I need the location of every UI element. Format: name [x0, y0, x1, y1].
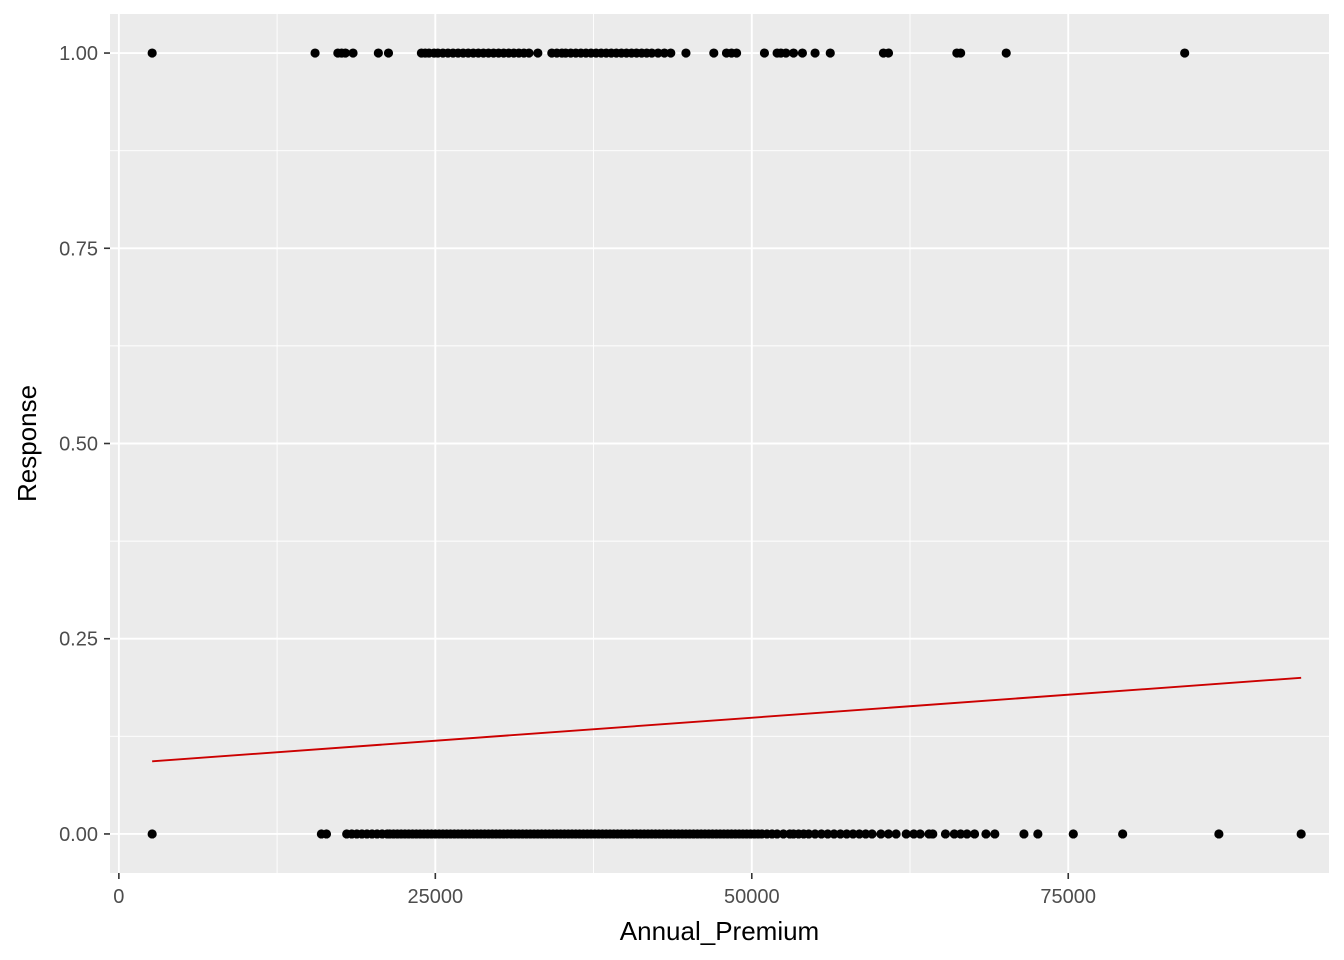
data-point [653, 48, 663, 58]
data-point [909, 829, 919, 839]
data-point [883, 48, 894, 58]
data-point [835, 829, 845, 839]
y-axis: 0.00 0.25 0.50 0.75 1.00 [59, 43, 110, 846]
data-point [1214, 829, 1224, 839]
data-point [797, 48, 808, 58]
data-point [659, 48, 670, 58]
data-point [524, 48, 534, 58]
data-point [731, 48, 742, 58]
data-point [901, 829, 911, 839]
data-point [340, 48, 351, 58]
data-point [876, 829, 886, 839]
data-point [147, 829, 157, 839]
data-point [533, 48, 543, 58]
data-point [147, 48, 157, 58]
data-point [310, 48, 320, 58]
data-point [1296, 829, 1306, 839]
y-tick-label: 0.00 [59, 824, 98, 846]
data-point [1019, 829, 1029, 839]
data-point [848, 829, 858, 839]
data-point [949, 829, 959, 839]
data-point [956, 48, 966, 58]
data-point [1001, 48, 1011, 58]
data-point [823, 829, 833, 839]
data-point [1118, 829, 1128, 839]
data-point [666, 48, 676, 58]
y-tick-label: 0.75 [59, 238, 98, 260]
data-point [816, 829, 826, 839]
data-point [981, 829, 991, 839]
data-point [962, 829, 972, 839]
y-axis-title: Response [12, 385, 42, 502]
data-point [778, 829, 789, 839]
data-point [825, 48, 835, 58]
data-point [383, 48, 394, 58]
x-tick-label: 0 [113, 886, 124, 908]
data-point [709, 48, 719, 58]
data-point [373, 48, 383, 58]
data-point [915, 829, 925, 839]
data-point [829, 829, 839, 839]
data-point [810, 829, 820, 839]
data-point [348, 48, 358, 58]
data-point [883, 829, 894, 839]
data-point [759, 48, 770, 58]
data-point [647, 48, 657, 58]
points-layer [147, 48, 1306, 839]
data-point [842, 829, 852, 839]
data-point [867, 829, 877, 839]
data-point [781, 48, 791, 58]
data-point [891, 829, 901, 839]
data-point [854, 829, 864, 839]
data-point [969, 829, 980, 839]
data-point [1180, 48, 1190, 58]
x-tick-label: 50000 [724, 886, 780, 908]
data-point [681, 48, 691, 58]
data-point [861, 829, 871, 839]
data-point [928, 829, 938, 839]
data-point [788, 48, 799, 58]
data-point [956, 829, 966, 839]
data-point [990, 829, 1000, 839]
y-tick-label: 0.50 [59, 434, 98, 456]
data-point [810, 48, 820, 58]
data-point [1068, 829, 1078, 839]
fit-line [152, 676, 1302, 763]
x-tick-label: 75000 [1040, 886, 1096, 908]
data-point [804, 829, 814, 839]
y-tick-label: 0.25 [59, 629, 98, 651]
x-axis-title: Annual_Premium [620, 916, 819, 946]
fit-line-layer [152, 676, 1302, 763]
data-point [940, 829, 951, 839]
x-axis: 0 25000 50000 75000 [113, 873, 1096, 908]
x-tick-label: 25000 [408, 886, 464, 908]
data-point [772, 829, 782, 839]
data-point [1033, 829, 1043, 839]
y-tick-label: 1.00 [59, 43, 98, 65]
data-point [321, 829, 332, 839]
